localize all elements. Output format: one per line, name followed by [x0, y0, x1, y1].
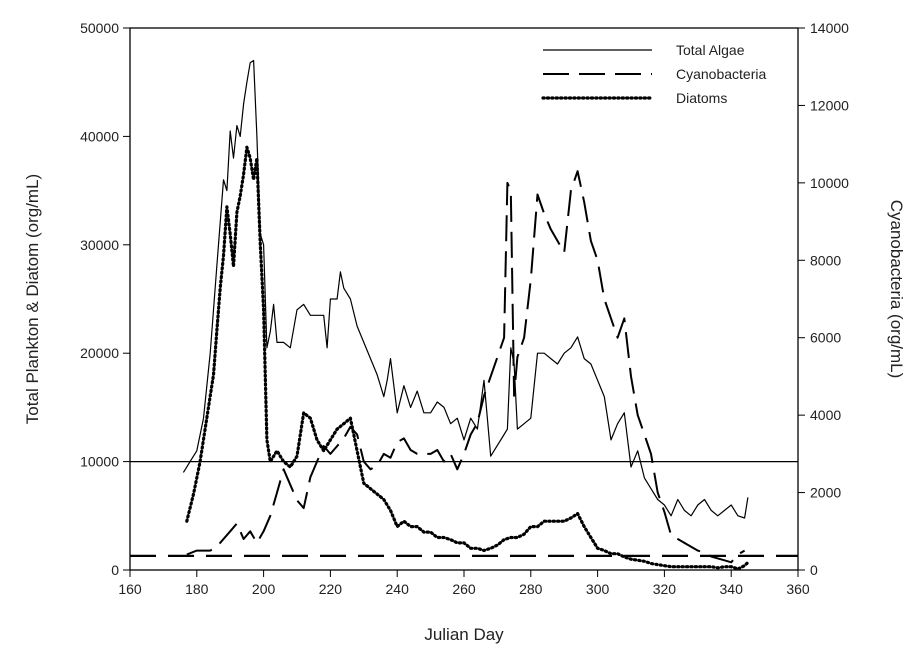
series-layer: [182, 59, 750, 571]
right-y-tick-label: 12000: [810, 97, 849, 113]
x-tick-label: 340: [720, 581, 744, 597]
x-tick-label: 220: [319, 581, 343, 597]
left-y-axis: 0 10000 20000 30000 40000 50000: [80, 20, 130, 578]
legend-label: Total Algae: [676, 42, 745, 58]
right-y-axis: 0 2000 4000 6000 8000 10000 12000 14000: [798, 20, 849, 578]
left-y-tick-label: 10000: [80, 454, 119, 470]
left-y-tick-label: 30000: [80, 237, 119, 253]
series-line-cyanobacteria: [186, 170, 746, 564]
legend-label: Cyanobacteria: [676, 66, 766, 82]
x-tick-label: 180: [185, 581, 209, 597]
x-axis: 160 180 200 220 240 260 280 300 320 340 360: [118, 570, 810, 597]
x-tick-label: 300: [586, 581, 610, 597]
x-tick-label: 160: [118, 581, 142, 597]
legend: Total Algae Cyanobacteria Diatoms: [541, 42, 766, 106]
right-y-tick-label: 10000: [810, 175, 849, 191]
reference-lines: [130, 460, 798, 558]
x-tick-label: 200: [252, 581, 276, 597]
left-y-tick-label: 50000: [80, 20, 119, 36]
x-tick-label: 280: [519, 581, 543, 597]
right-y-tick-label: 14000: [810, 20, 849, 36]
right-y-tick-label: 6000: [810, 330, 841, 346]
legend-label: Diatoms: [676, 90, 727, 106]
x-axis-label: Julian Day: [424, 625, 504, 644]
right-y-tick-label: 2000: [810, 485, 841, 501]
series-line-diatoms: [185, 145, 750, 571]
right-y-tick-label: 8000: [810, 252, 841, 268]
left-y-tick-label: 20000: [80, 345, 119, 361]
x-tick-label: 260: [452, 581, 476, 597]
plot-frame: [129, 27, 799, 571]
left-y-tick-label: 40000: [80, 128, 119, 144]
right-y-tick-label: 4000: [810, 407, 841, 423]
left-y-axis-label: Total Plankton & Diatom (org/mL): [23, 174, 42, 424]
x-tick-label: 360: [786, 581, 810, 597]
right-y-axis-label: Cyanobacteria (org/mL): [887, 200, 906, 379]
right-y-tick-label: 0: [810, 562, 818, 578]
x-tick-label: 240: [386, 581, 410, 597]
left-y-tick-label: 0: [111, 562, 119, 578]
x-tick-label: 320: [653, 581, 677, 597]
